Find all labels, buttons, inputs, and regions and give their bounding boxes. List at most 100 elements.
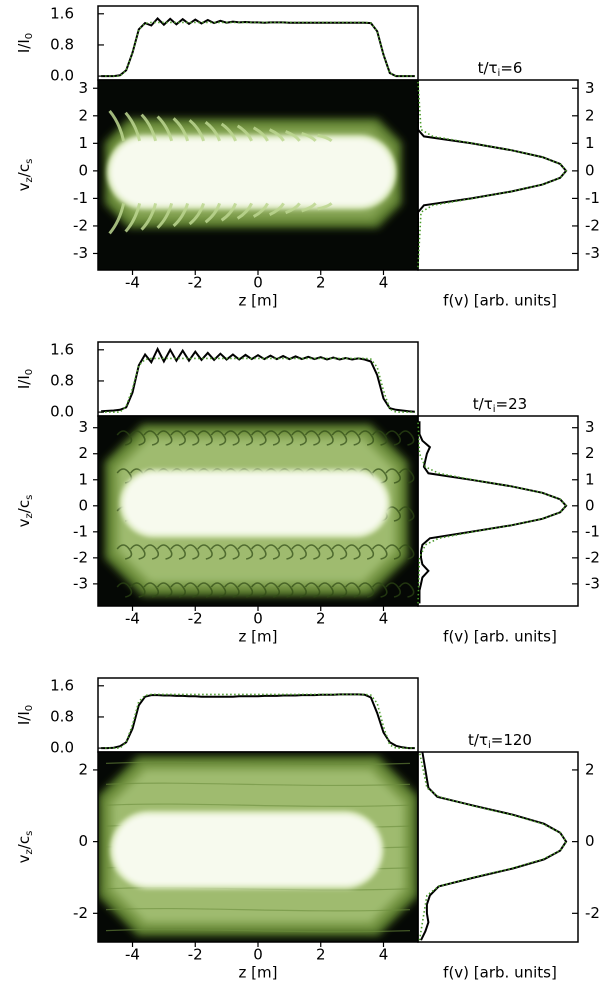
data-curve [421, 752, 566, 940]
label-part: v [15, 518, 33, 527]
model-curve [101, 22, 415, 76]
subscript: 0 [24, 705, 35, 711]
x-tick-label: 2 [316, 610, 326, 628]
x-axis-label: z [m] [239, 292, 278, 310]
x-tick-label: 4 [379, 274, 389, 292]
x-tick-label: -4 [125, 274, 140, 292]
x-tick-label: -2 [188, 946, 203, 964]
y-tick-label: 1 [78, 134, 88, 152]
y-tick-label: 0 [585, 161, 595, 179]
data-curve [101, 349, 415, 412]
subscript: s [24, 159, 35, 164]
plot-frame [98, 6, 418, 80]
label-part: I/I [15, 711, 33, 725]
y-tick-label: 3 [78, 79, 88, 97]
y-tick-label: 2 [78, 760, 88, 778]
phase-space-image [98, 80, 418, 270]
x-tick-label: 0 [253, 946, 263, 964]
y-tick-label: 0.0 [50, 403, 74, 421]
figure: 0.00.81.6I/I0-3-2-10123-4-2024vz/csz [m]… [0, 0, 612, 985]
y-tick-label: -2 [73, 216, 88, 234]
y-tick-label: 2 [585, 760, 595, 778]
subscript: 0 [24, 33, 35, 39]
y-tick-label: 0.0 [50, 67, 74, 85]
y-tick-label: 0 [78, 161, 88, 179]
label-part: t/τ [478, 59, 498, 77]
x-axis-label: f(v) [arb. units] [443, 964, 557, 982]
x-tick-label: -2 [188, 610, 203, 628]
x-axis-label: z [m] [239, 628, 278, 646]
plot-frame [418, 416, 578, 606]
y-tick-label: 3 [585, 418, 595, 436]
y-tick-label: 1 [585, 134, 595, 152]
y-tick-label: 0 [78, 832, 88, 850]
phase-space-image [98, 752, 418, 942]
model-curve [418, 81, 566, 267]
x-axis-label: z [m] [239, 964, 278, 982]
x-tick-label: -2 [188, 274, 203, 292]
y-tick-label: 1.6 [50, 4, 74, 22]
y-tick-label: -3 [73, 244, 88, 262]
y-tick-label: 0 [585, 832, 595, 850]
data-curve [420, 421, 567, 603]
label-part: I/I [15, 39, 33, 53]
x-tick-label: 4 [379, 946, 389, 964]
plot-frame [418, 80, 578, 270]
model-curve [420, 752, 567, 940]
label-part: t/τ [468, 731, 488, 749]
y-axis-label: I/I0 [15, 369, 36, 389]
y-tick-label: -2 [585, 904, 600, 922]
y-tick-label: 1.6 [50, 340, 74, 358]
x-tick-label: -4 [125, 610, 140, 628]
y-tick-label: -3 [585, 244, 600, 262]
time-annotation: t/τi=6 [478, 59, 523, 80]
y-tick-label: 3 [78, 418, 88, 436]
plot-frame [98, 342, 418, 416]
y-tick-label: 0.0 [50, 739, 74, 757]
y-tick-label: 3 [585, 79, 595, 97]
y-tick-label: -2 [585, 216, 600, 234]
core [111, 139, 393, 206]
y-tick-label: 1 [78, 470, 88, 488]
label-part: I/I [15, 375, 33, 389]
plot-frame [98, 678, 418, 752]
phase-space-image [98, 416, 418, 606]
y-tick-label: -1 [585, 522, 600, 540]
label-part: /c [15, 164, 33, 177]
label-part: =6 [500, 59, 522, 77]
y-axis-label: I/I0 [15, 33, 36, 53]
x-axis-label: f(v) [arb. units] [443, 292, 557, 310]
model-curve [101, 694, 415, 748]
y-tick-label: -1 [73, 522, 88, 540]
y-tick-label: 2 [585, 444, 595, 462]
y-tick-label: 2 [78, 444, 88, 462]
label-part: =23 [496, 395, 528, 413]
y-tick-label: 1 [585, 470, 595, 488]
y-tick-label: 2 [585, 106, 595, 124]
y-tick-label: 0.8 [50, 371, 74, 389]
y-tick-label: -2 [73, 904, 88, 922]
x-tick-label: 0 [253, 610, 263, 628]
y-tick-label: -1 [73, 189, 88, 207]
core [114, 815, 380, 885]
time-annotation: t/τi=23 [473, 395, 527, 416]
model-curve [418, 421, 566, 603]
label-part: v [15, 182, 33, 191]
data-curve [418, 81, 566, 267]
model-curve [101, 358, 415, 412]
y-tick-label: 0 [585, 496, 595, 514]
label-part: v [15, 854, 33, 863]
data-curve [101, 19, 415, 77]
y-axis-label: I/I0 [15, 705, 36, 725]
data-curve [101, 694, 415, 748]
label-part: /c [15, 500, 33, 513]
x-axis-label: f(v) [arb. units] [443, 628, 557, 646]
plot-frame [418, 752, 578, 942]
y-tick-label: 0.8 [50, 707, 74, 725]
label-part: =120 [491, 731, 532, 749]
x-tick-label: -4 [125, 946, 140, 964]
subscript: 0 [24, 369, 35, 375]
y-tick-label: 2 [78, 106, 88, 124]
core [124, 473, 386, 534]
x-tick-label: 4 [379, 610, 389, 628]
